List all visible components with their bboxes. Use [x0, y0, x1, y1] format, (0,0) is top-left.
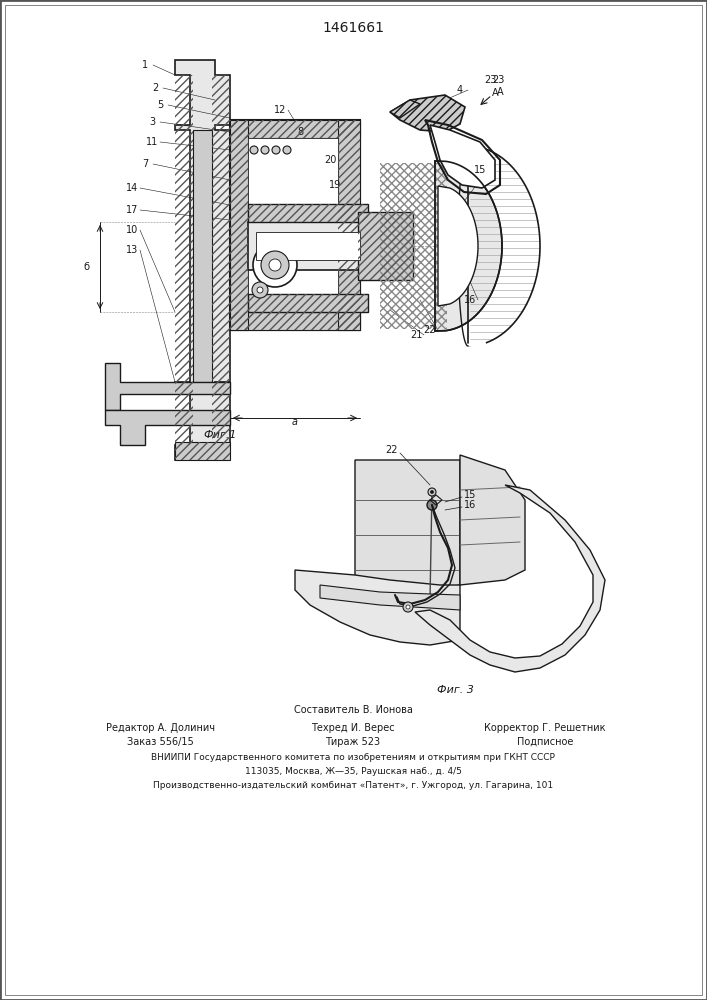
- Text: 15: 15: [464, 490, 477, 500]
- Polygon shape: [105, 410, 230, 445]
- Bar: [248, 294, 368, 312]
- Bar: [248, 222, 368, 270]
- Text: 16: 16: [464, 500, 476, 510]
- Text: 23: 23: [484, 75, 496, 85]
- Text: 11: 11: [146, 137, 158, 147]
- Text: Редактор А. Долинич: Редактор А. Долинич: [105, 723, 214, 733]
- Bar: [358, 212, 413, 280]
- Bar: [212, 382, 230, 445]
- Text: б: б: [84, 262, 90, 272]
- Polygon shape: [435, 161, 502, 331]
- Polygon shape: [460, 455, 525, 585]
- Text: 1461661: 1461661: [322, 21, 384, 35]
- Circle shape: [283, 146, 291, 154]
- Text: Производственно-издательский комбинат «Патент», г. Ужгород, ул. Гагарина, 101: Производственно-издательский комбинат «П…: [153, 782, 553, 790]
- Bar: [248, 204, 368, 222]
- Text: 23: 23: [492, 75, 504, 85]
- Bar: [175, 382, 193, 445]
- Polygon shape: [415, 485, 605, 672]
- Polygon shape: [105, 363, 230, 410]
- Bar: [175, 130, 193, 382]
- Text: 16: 16: [464, 295, 476, 305]
- Bar: [248, 204, 368, 222]
- Text: 3: 3: [149, 117, 155, 127]
- Text: A: A: [497, 87, 503, 97]
- Bar: [212, 75, 230, 130]
- Text: 12: 12: [274, 105, 286, 115]
- Bar: [230, 120, 248, 330]
- Circle shape: [427, 500, 437, 510]
- Bar: [230, 312, 360, 330]
- Circle shape: [261, 146, 269, 154]
- Bar: [338, 120, 360, 330]
- Circle shape: [250, 146, 258, 154]
- Text: 5: 5: [157, 100, 163, 110]
- Bar: [338, 120, 360, 330]
- Bar: [230, 120, 248, 330]
- Text: 20: 20: [324, 155, 337, 165]
- Text: 14: 14: [126, 183, 138, 193]
- Bar: [358, 212, 413, 280]
- Text: 2: 2: [152, 83, 158, 93]
- Polygon shape: [295, 570, 460, 645]
- Bar: [230, 120, 360, 138]
- Bar: [380, 163, 447, 329]
- Bar: [248, 138, 338, 312]
- Circle shape: [428, 488, 436, 496]
- Bar: [175, 442, 230, 460]
- Text: A: A: [491, 88, 498, 98]
- Polygon shape: [430, 125, 495, 188]
- Text: 113035, Москва, Ж—35, Раушская наб., д. 4/5: 113035, Москва, Ж—35, Раушская наб., д. …: [245, 768, 462, 776]
- Text: Фиг. 3: Фиг. 3: [436, 685, 474, 695]
- Text: a: a: [292, 417, 298, 427]
- Polygon shape: [390, 95, 465, 132]
- Text: Корректор Г. Решетник: Корректор Г. Решетник: [484, 723, 606, 733]
- Circle shape: [257, 287, 263, 293]
- Circle shape: [406, 605, 410, 609]
- Bar: [230, 120, 360, 138]
- Bar: [358, 232, 413, 260]
- Circle shape: [272, 146, 280, 154]
- Text: 10: 10: [126, 225, 138, 235]
- Circle shape: [261, 251, 289, 279]
- Polygon shape: [320, 585, 460, 610]
- Circle shape: [253, 243, 297, 287]
- Bar: [193, 130, 212, 382]
- Bar: [212, 130, 230, 382]
- Bar: [230, 120, 360, 330]
- Text: Подписное: Подписное: [517, 737, 573, 747]
- Text: 17: 17: [126, 205, 138, 215]
- Polygon shape: [290, 455, 605, 672]
- Bar: [175, 75, 193, 130]
- Text: 1: 1: [142, 60, 148, 70]
- Text: 7: 7: [142, 159, 148, 169]
- Bar: [256, 232, 360, 260]
- Polygon shape: [390, 100, 420, 118]
- Text: 19: 19: [329, 180, 341, 190]
- Polygon shape: [438, 186, 478, 306]
- Circle shape: [269, 259, 281, 271]
- Text: Техред И. Верес: Техред И. Верес: [311, 723, 395, 733]
- Bar: [230, 312, 360, 330]
- Text: Фиг.1: Фиг.1: [204, 430, 237, 440]
- Text: 22: 22: [423, 325, 436, 335]
- Bar: [175, 442, 230, 460]
- Polygon shape: [175, 60, 230, 460]
- Circle shape: [431, 490, 433, 493]
- Circle shape: [252, 282, 268, 298]
- Text: Составитель В. Ионова: Составитель В. Ионова: [293, 705, 412, 715]
- Polygon shape: [355, 460, 460, 595]
- Text: 13: 13: [126, 245, 138, 255]
- Bar: [248, 294, 368, 312]
- Text: Тираж 523: Тираж 523: [325, 737, 380, 747]
- Text: ВНИИПИ Государственного комитета по изобретениям и открытиям при ГКНТ СССР: ВНИИПИ Государственного комитета по изоб…: [151, 754, 555, 762]
- Text: 15: 15: [474, 165, 486, 175]
- Text: 21: 21: [410, 330, 422, 340]
- Circle shape: [403, 602, 413, 612]
- Text: Заказ 556/15: Заказ 556/15: [127, 737, 194, 747]
- Text: 22: 22: [386, 445, 398, 455]
- Text: 4: 4: [457, 85, 463, 95]
- Text: 8: 8: [297, 127, 303, 137]
